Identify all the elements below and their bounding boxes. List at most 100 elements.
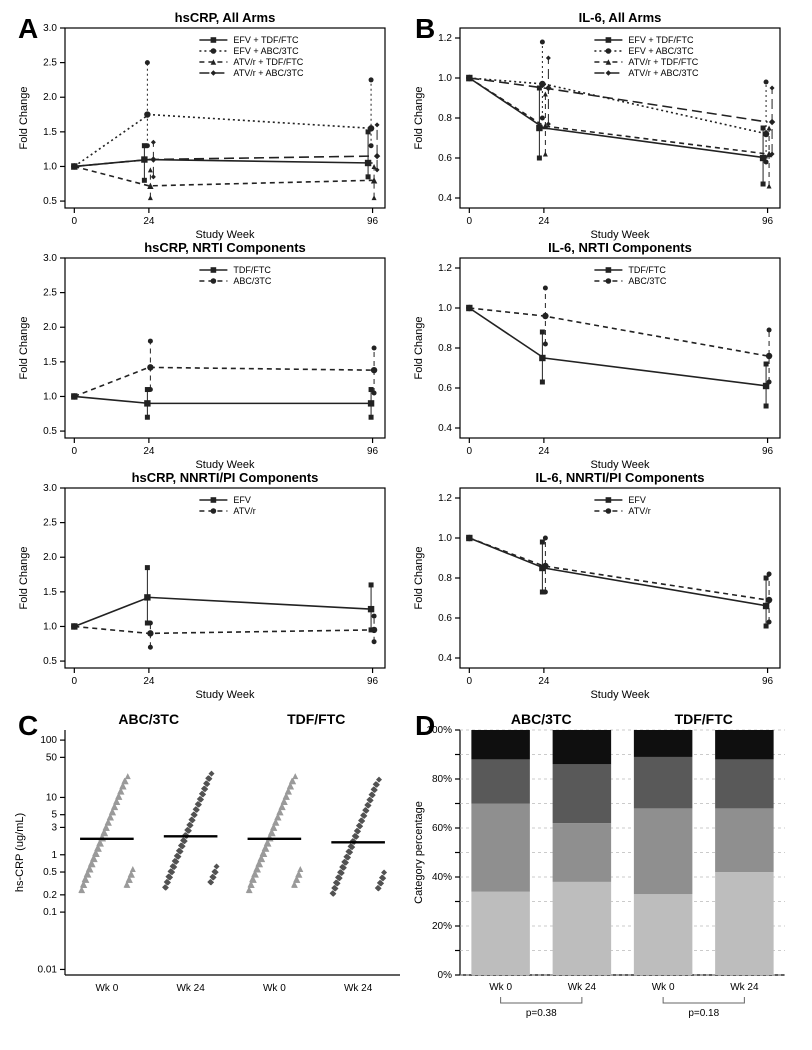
series-line [74,160,372,167]
xtick: 96 [762,446,774,457]
chart-title: hsCRP, All Arms [175,10,276,25]
panel-d-bars: 0%20%40%60%80%100%Category percentageWk … [413,711,785,1019]
ytick: 2.0 [43,92,57,103]
xlabel: Wk 0 [652,982,675,993]
ytick: 1.0 [43,391,57,402]
ytick: 1.0 [438,533,452,544]
ytick: 1.2 [438,263,452,274]
group-header: ABC/3TC [511,711,572,727]
bar-segment [553,823,612,882]
series-line [74,396,372,403]
xlabel: Wk 0 [95,983,118,994]
ytick: 0.5 [43,656,57,667]
series-line [469,538,767,606]
bar-segment [471,730,530,759]
xlabel: Study Week [590,689,650,701]
xtick: 24 [143,216,155,227]
legend-item: ABC/3TC [628,276,667,286]
legend-item: EFV + TDF/FTC [628,35,694,45]
ytick: 50 [46,752,58,763]
xtick: 0 [72,446,78,457]
ytick: 0% [438,970,453,981]
series-line [469,308,767,386]
bar-segment [634,808,693,894]
ylabel: Category percentage [413,801,425,904]
ytick: 1.5 [43,127,57,138]
series-line [469,78,767,122]
ytick: 1.5 [43,587,57,598]
legend-item: ATV/r [628,506,650,516]
ytick: 1.5 [43,357,57,368]
panel-letter-B: B [415,13,435,44]
bar-segment [634,730,693,757]
ylabel: Fold Change [18,317,30,380]
lineplot-B3: IL-6, NNRTI/PI Components0.40.60.81.01.2… [413,470,780,701]
bar-segment [553,730,612,764]
xtick: 96 [367,676,379,687]
ytick: 20% [432,921,452,932]
ytick: 0.5 [43,867,57,878]
ytick: 0.6 [438,613,452,624]
ytick: 0.5 [43,196,57,207]
xtick: 24 [143,676,155,687]
bar-segment [715,808,774,872]
series-line [74,597,372,626]
ytick: 3 [51,822,57,833]
series-line [74,626,372,633]
ylabel: Fold Change [18,87,30,150]
chart-title: IL-6, NNRTI/PI Components [536,470,705,485]
lineplot-B2: IL-6, NRTI Components0.40.60.81.01.2Fold… [413,240,780,471]
xlabel: Wk 24 [176,983,205,994]
legend-item: EFV [628,495,646,505]
xtick: 96 [762,676,774,687]
panel-letter-C: C [18,710,38,741]
group-header: TDF/FTC [287,711,345,727]
ytick: 1.0 [43,161,57,172]
ytick: 1.0 [438,73,452,84]
lineplot-A2: hsCRP, NRTI Components0.51.01.52.02.53.0… [18,240,385,471]
xlabel: Wk 0 [489,982,512,993]
legend-item: ABC/3TC [233,276,272,286]
lineplot-A3: hsCRP, NNRTI/PI Components0.51.01.52.02.… [18,470,385,701]
bar-segment [715,730,774,759]
ytick: 1 [51,850,57,861]
series-line [74,367,372,396]
xtick: 24 [538,446,550,457]
ytick: 0.4 [438,423,452,434]
ytick: 0.5 [43,426,57,437]
xtick: 96 [762,216,774,227]
legend-item: EFV + ABC/3TC [233,46,299,56]
ytick: 0.4 [438,653,452,664]
legend-item: EFV + ABC/3TC [628,46,694,56]
bar-segment [715,872,774,975]
chart-title: hsCRP, NRTI Components [144,240,306,255]
ytick: 60% [432,823,452,834]
ytick: 1.2 [438,493,452,504]
bar-segment [471,804,530,892]
xtick: 0 [72,216,78,227]
ytick: 2.0 [43,322,57,333]
ytick: 3.0 [43,483,57,494]
group-header: ABC/3TC [118,711,179,727]
bar-segment [471,892,530,975]
ytick: 0.6 [438,383,452,394]
chart-title: hsCRP, NNRTI/PI Components [132,470,319,485]
series-line [469,78,767,158]
chart-title: IL-6, NRTI Components [548,240,692,255]
group-header: TDF/FTC [675,711,733,727]
ytick: 0.4 [438,193,452,204]
ytick: 1.2 [438,33,452,44]
xtick: 24 [538,676,550,687]
ytick: 3.0 [43,23,57,34]
legend-item: ATV/r + TDF/FTC [628,57,698,67]
xlabel: Study Week [195,689,255,701]
ytick: 0.6 [438,153,452,164]
ytick: 0.01 [38,964,58,975]
ytick: 0.2 [43,890,57,901]
bar-segment [553,764,612,823]
ytick: 3.0 [43,253,57,264]
ytick: 10 [46,792,58,803]
ytick: 5 [51,810,57,821]
pvalue: p=0.18 [688,1008,719,1019]
xtick: 24 [538,216,550,227]
